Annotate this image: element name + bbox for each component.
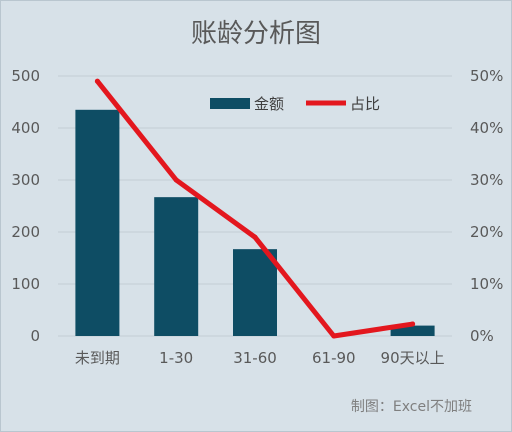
chart-title: 账龄分析图 [191, 19, 321, 49]
x-tick-label: 未到期 [75, 349, 120, 367]
x-tick-label: 61-90 [312, 349, 356, 367]
x-axis-ticks: 未到期 1-30 31-60 61-90 90天以上 [75, 349, 445, 367]
legend-bar-swatch [210, 98, 250, 109]
bar [75, 109, 120, 336]
line-point [94, 78, 100, 84]
legend-line-label: 占比 [350, 95, 380, 113]
legend: 金额 占比 [210, 95, 380, 113]
y-right-tick-label: 50% [470, 67, 503, 85]
bar-series [75, 109, 435, 336]
line-point [410, 321, 416, 327]
x-tick-label: 31-60 [233, 349, 277, 367]
line-point [173, 177, 179, 183]
legend-bar-label: 金额 [254, 95, 284, 113]
y-right-tick-label: 10% [470, 275, 503, 293]
gridlines [58, 75, 452, 337]
y-right-tick-label: 0% [470, 327, 494, 345]
line-point [252, 234, 258, 240]
x-tick-label: 90天以上 [381, 349, 445, 367]
bar [233, 249, 277, 336]
y-right-tick-label: 20% [470, 223, 503, 241]
credit-text: 制图：Excel不加班 [351, 399, 472, 415]
left-axis-ticks: 0 100 200 300 400 500 [11, 67, 40, 345]
line-series [94, 78, 416, 339]
y-right-tick-label: 30% [470, 171, 503, 189]
x-tick-label: 1-30 [159, 349, 193, 367]
y-left-tick-label: 0 [30, 327, 40, 345]
bar [154, 197, 199, 336]
line-point [331, 333, 337, 339]
right-axis-ticks: 0% 10% 20% 30% 40% 50% [470, 67, 503, 345]
y-left-tick-label: 300 [11, 171, 40, 189]
y-right-tick-label: 40% [470, 119, 503, 137]
y-left-tick-label: 500 [11, 67, 40, 85]
y-left-tick-label: 400 [11, 119, 40, 137]
bar [390, 325, 435, 336]
y-left-tick-label: 200 [11, 223, 40, 241]
y-left-tick-label: 100 [11, 275, 40, 293]
